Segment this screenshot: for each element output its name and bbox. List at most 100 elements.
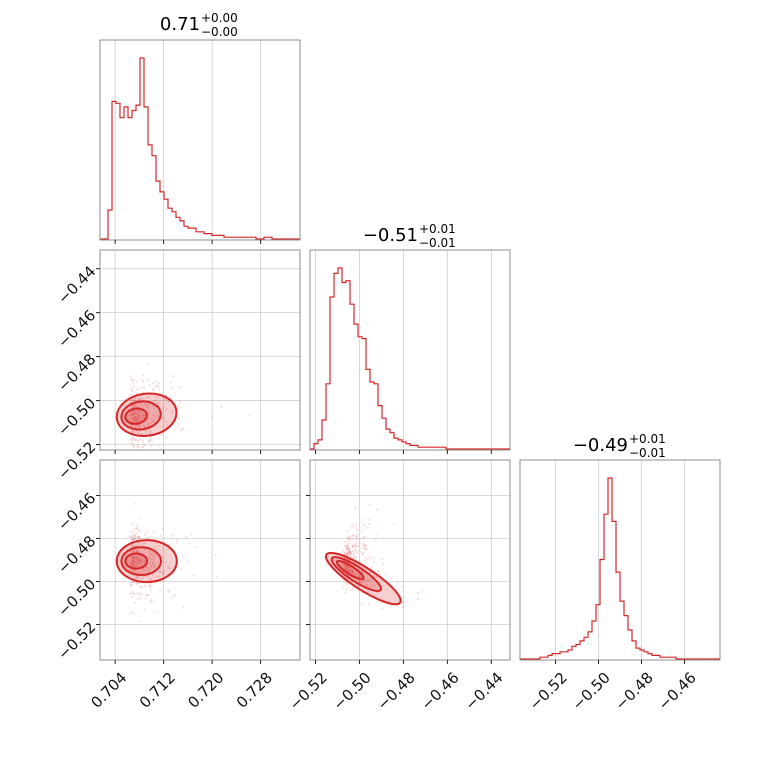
- scatter-point-0-26: [143, 403, 146, 406]
- scatter-point-1-120: [129, 535, 132, 538]
- scatter-point-0-317: [152, 414, 155, 417]
- scatter-point-1-72: [133, 581, 136, 584]
- scatter-point-2-17: [354, 525, 357, 528]
- scatter-point-2-283: [417, 597, 420, 601]
- scatter-point-0-251: [153, 406, 156, 409]
- scatter-point-0-195: [147, 396, 150, 399]
- scatter-point-1-209: [129, 592, 132, 595]
- scatter-point-1-14: [150, 600, 153, 604]
- scatter-point-2-212: [346, 537, 349, 540]
- scatter-point-0-38: [167, 400, 170, 403]
- scatter-point-0-212: [157, 401, 160, 404]
- scatter-point-0-271: [161, 417, 164, 420]
- scatter-point-2-18: [368, 571, 371, 574]
- scatter-point-1-207: [167, 567, 170, 570]
- scatter-point-1-239: [152, 551, 155, 554]
- scatter-point-0-158: [138, 417, 141, 420]
- scatter-point-2-285: [345, 564, 348, 567]
- scatter-point-1-241: [132, 550, 135, 554]
- scatter-point-2-308: [347, 547, 351, 550]
- scatter-point-0-325: [165, 420, 168, 423]
- scatter-point-2-294: [343, 544, 346, 547]
- scatter-point-1-257: [154, 553, 157, 557]
- scatter-point-0-216: [129, 438, 132, 441]
- scatter-point-0-126: [141, 439, 145, 442]
- scatter-point-1-203: [155, 575, 158, 578]
- scatter-point-2-118: [375, 534, 378, 537]
- scatter-point-2-174: [351, 586, 354, 589]
- scatter-point-0-327: [165, 407, 168, 410]
- scatter-point-2-4: [362, 544, 365, 547]
- scatter-point-1-225: [168, 590, 171, 593]
- scatter-point-1-246: [132, 561, 135, 564]
- scatter-point-1-37: [142, 542, 145, 545]
- scatter-point-2-224: [352, 571, 355, 574]
- scatter-point-2-280: [366, 547, 369, 550]
- scatter-point-2-164: [343, 564, 346, 567]
- scatter-point-0-295: [132, 418, 135, 421]
- scatter-point-2-320: [343, 563, 346, 566]
- ytick-label-1-4: −0.44: [54, 262, 99, 307]
- scatter-point-1-316: [159, 589, 162, 592]
- scatter-point-2-123: [367, 579, 370, 582]
- scatter-point-0-12: [169, 396, 172, 399]
- scatter-point-1-18: [133, 555, 137, 558]
- scatter-point-2-246: [366, 579, 369, 582]
- scatter-point-2-9: [346, 547, 349, 551]
- scatter-point-1-113: [136, 556, 139, 559]
- scatter-point-1-278: [138, 575, 141, 579]
- scatter-point-0-135: [135, 420, 138, 423]
- scatter-point-2-328: [351, 523, 354, 526]
- scatter-point-2-208: [385, 573, 388, 576]
- scatter-point-0-328: [145, 419, 148, 422]
- title-param-2-plus: +0.01: [629, 432, 666, 446]
- scatter-point-1-84: [132, 559, 135, 562]
- scatter-point-1-167: [137, 535, 140, 538]
- xtick-label-1-3: −0.46: [417, 669, 462, 714]
- scatter-point-1-235: [167, 588, 170, 591]
- scatter-point-2-103: [420, 588, 423, 591]
- scatter-point-0-105: [148, 403, 151, 406]
- scatter-point-0-304: [131, 378, 134, 381]
- scatter-point-2-173: [347, 547, 350, 550]
- scatter-point-2-250: [346, 529, 349, 532]
- scatter-point-1-290: [132, 592, 136, 595]
- scatter-point-0-276: [137, 414, 140, 418]
- scatter-point-2-59: [349, 589, 352, 592]
- scatter-point-0-264: [131, 404, 135, 407]
- scatter-point-2-50: [353, 545, 356, 548]
- scatter-point-2-334: [382, 537, 385, 540]
- scatter-point-1-331: [168, 543, 171, 546]
- scatter-point-1-114: [139, 565, 142, 568]
- scatter-point-2-282: [355, 541, 358, 544]
- scatter-point-0-76: [138, 424, 141, 427]
- scatter-point-1-233: [138, 620, 141, 623]
- scatter-point-1-305: [139, 529, 142, 532]
- scatter-point-1-238: [144, 542, 147, 545]
- scatter-point-1-142: [131, 590, 134, 593]
- scatter-point-2-263: [344, 564, 347, 567]
- scatter-point-0-15: [146, 429, 149, 432]
- scatter-point-2-337: [372, 557, 375, 560]
- scatter-point-0-97: [172, 374, 175, 378]
- scatter-point-0-87: [139, 397, 142, 400]
- scatter-point-2-81: [365, 583, 368, 586]
- scatter-point-2-302: [361, 518, 364, 521]
- title-param-2-minus: −0.01: [629, 446, 666, 460]
- scatter-point-1-185: [131, 549, 134, 552]
- scatter-point-0-41: [154, 417, 157, 420]
- scatter-point-0-96: [134, 416, 137, 419]
- scatter-point-1-198: [131, 562, 134, 566]
- scatter-point-1-333: [144, 597, 147, 600]
- scatter-point-2-179: [374, 539, 377, 542]
- scatter-point-2-52: [375, 576, 378, 579]
- scatter-point-0-311: [179, 401, 182, 404]
- scatter-point-1-119: [149, 567, 152, 570]
- grid-layer: [100, 40, 685, 660]
- scatter-point-2-104: [375, 576, 378, 579]
- scatter-point-0-336: [144, 430, 147, 433]
- scatter-point-1-146: [165, 561, 168, 564]
- scatter-point-2-260: [349, 551, 353, 555]
- scatter-point-1-281: [174, 594, 177, 597]
- scatter-point-1-303: [133, 560, 136, 564]
